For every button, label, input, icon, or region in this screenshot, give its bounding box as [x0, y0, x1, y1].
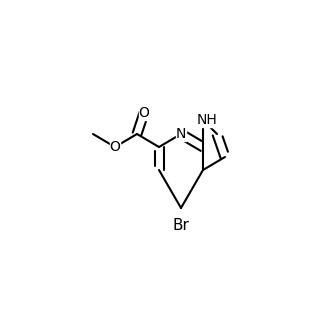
Bar	[173, 218, 189, 232]
Bar	[199, 113, 215, 127]
Text: N: N	[176, 127, 186, 141]
Text: Br: Br	[173, 217, 189, 233]
Bar	[176, 127, 186, 141]
Text: O: O	[110, 140, 120, 154]
Text: NH: NH	[197, 113, 217, 127]
Bar	[139, 106, 149, 120]
Bar	[110, 140, 120, 154]
Text: O: O	[139, 106, 149, 120]
